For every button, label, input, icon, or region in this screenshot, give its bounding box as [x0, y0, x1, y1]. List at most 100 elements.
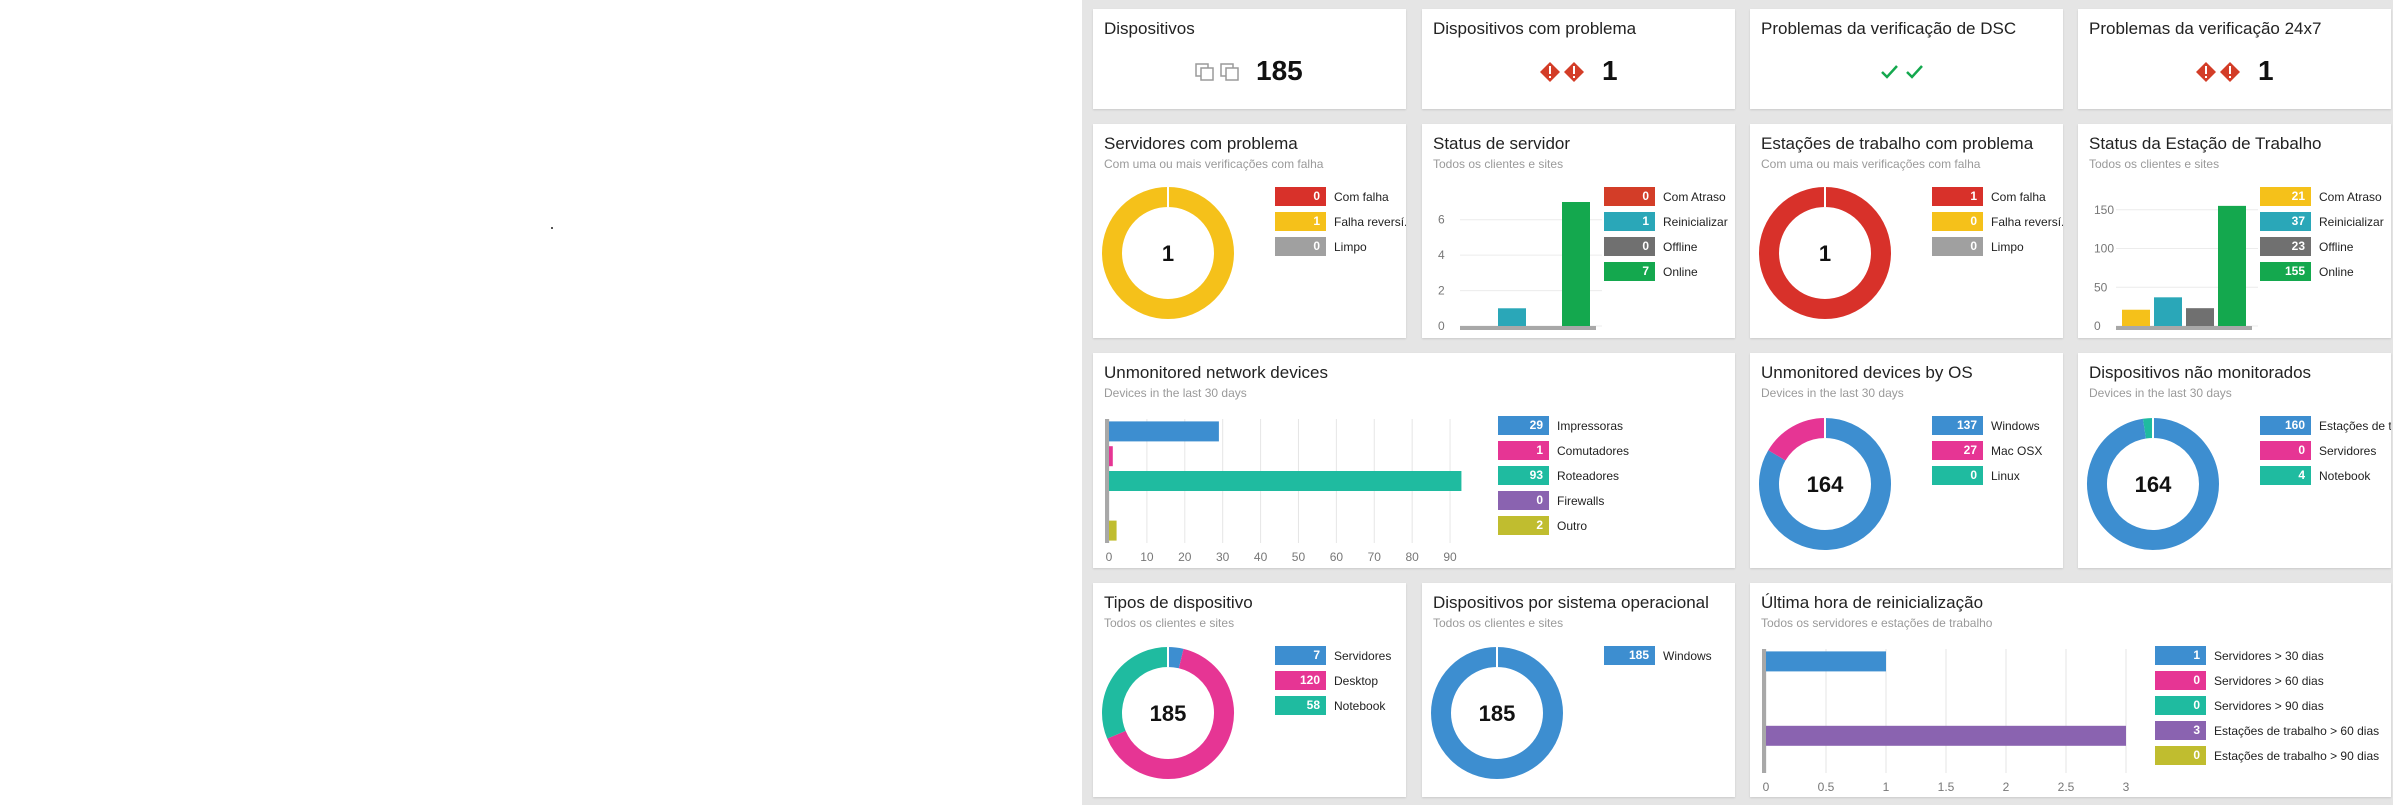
legend-item[interactable]: 0 Servidores > 90 dias — [2155, 693, 2379, 718]
card-ultima-hora[interactable]: Última hora de reinicialização Todos os … — [1750, 583, 2391, 797]
x-tick-label: 30 — [1216, 550, 1230, 564]
legend-item[interactable]: 23 Offline — [2260, 234, 2384, 259]
legend-label: Online — [1663, 264, 1698, 279]
alert-icon — [2195, 61, 2241, 83]
legend-item[interactable]: 155 Online — [2260, 259, 2384, 284]
legend-item[interactable]: 1 Com falha — [1932, 184, 2063, 209]
legend-item[interactable]: 3 Estações de trabalho > 60 dias — [2155, 718, 2379, 743]
legend-item[interactable]: 4 Notebook — [2260, 463, 2391, 488]
card-tipos[interactable]: Tipos de dispositivo Todos os clientes e… — [1093, 583, 1406, 797]
y-tick-label: 150 — [2094, 203, 2114, 217]
legend-label: Offline — [2319, 239, 2354, 254]
legend-label: Notebook — [2319, 468, 2371, 483]
y-tick-label: 0 — [2094, 319, 2101, 333]
stray-dot — [551, 227, 553, 229]
x-tick-label: 0 — [1106, 550, 1113, 564]
donut-chart: 185 — [1102, 647, 1234, 779]
legend-label: Windows — [1663, 648, 1712, 663]
legend-item[interactable]: 0 Estações de trabalho > 90 dias — [2155, 743, 2379, 768]
card-unmonitored-network[interactable]: Unmonitored network devices Devices in t… — [1093, 353, 1735, 568]
legend: 7 Servidores 120 Desktop 58 Notebook — [1275, 643, 1391, 718]
donut-slice — [2142, 418, 2154, 439]
legend-label: Notebook — [1334, 698, 1386, 713]
legend-item[interactable]: 0 Limpo — [1275, 234, 1406, 259]
legend-value: 93 — [1498, 466, 1549, 485]
legend-item[interactable]: 27 Mac OSX — [1932, 438, 2042, 463]
legend-label: Linux — [1991, 468, 2020, 483]
legend-item[interactable]: 58 Notebook — [1275, 693, 1391, 718]
legend-item[interactable]: 7 Online — [1604, 259, 1728, 284]
x-tick-label: 2 — [2003, 780, 2010, 794]
legend-value: 58 — [1275, 696, 1326, 715]
legend-item[interactable]: 0 Com Atraso — [1604, 184, 1728, 209]
card-nao-monitorados[interactable]: Dispositivos não monitorados Devices in … — [2078, 353, 2391, 568]
legend-value: 1 — [1498, 441, 1549, 460]
x-tick-label: 20 — [1178, 550, 1192, 564]
legend-item[interactable]: 7 Servidores — [1275, 643, 1391, 668]
legend-value: 0 — [2155, 696, 2206, 715]
legend-label: Firewalls — [1557, 493, 1605, 508]
legend-value: 0 — [2155, 746, 2206, 765]
card-status-servidor[interactable]: Status de servidor Todos os clientes e s… — [1422, 124, 1735, 338]
donut-slice — [1167, 647, 1184, 669]
card-subtitle: Com uma ou mais verificações com falha — [1104, 157, 1324, 171]
card-por-so[interactable]: Dispositivos por sistema operacional Tod… — [1422, 583, 1735, 797]
legend-item[interactable]: 185 Windows — [1604, 643, 1712, 668]
legend-item[interactable]: 1 Comutadores — [1498, 438, 1629, 463]
legend-item[interactable]: 29 Impressoras — [1498, 413, 1629, 438]
legend-item[interactable]: 0 Falha reversí. — [1932, 209, 2063, 234]
legend-item[interactable]: 37 Reinicializar — [2260, 209, 2384, 234]
card-dsc[interactable]: Problemas da verificação de DSC — [1750, 9, 2063, 109]
legend-item[interactable]: 0 Servidores > 60 dias — [2155, 668, 2379, 693]
legend: 1 Servidores > 30 dias 0 Servidores > 60 di… — [2155, 643, 2379, 768]
legend-value: 137 — [1932, 416, 1983, 435]
legend-item[interactable]: 0 Linux — [1932, 463, 2042, 488]
y-tick-label: 2 — [1438, 284, 1445, 298]
legend-item[interactable]: 2 Outro — [1498, 513, 1629, 538]
bar — [1766, 651, 1886, 672]
legend-item[interactable]: 93 Roteadores — [1498, 463, 1629, 488]
card-v247[interactable]: Problemas da verificação 24x7 1 — [2078, 9, 2391, 109]
card-estacoes-problema[interactable]: Estações de trabalho com problema Com um… — [1750, 124, 2063, 338]
bar — [2122, 309, 2150, 326]
legend-item[interactable]: 0 Com falha — [1275, 184, 1406, 209]
x-axis-line — [2116, 326, 2252, 330]
donut-chart: 164 — [1759, 418, 1891, 550]
legend-item[interactable]: 1 Servidores > 30 dias — [2155, 643, 2379, 668]
card-subtitle: Com uma ou mais verificações com falha — [1761, 157, 1981, 171]
legend-item[interactable]: 0 Servidores — [2260, 438, 2391, 463]
legend-item[interactable]: 1 Reinicializar — [1604, 209, 1728, 234]
legend-value: 1 — [1932, 187, 1983, 206]
legend-item[interactable]: 0 Firewalls — [1498, 488, 1629, 513]
y-tick-label: 50 — [2094, 280, 2108, 294]
legend-label: Desktop — [1334, 673, 1379, 688]
card-subtitle: Devices in the last 30 days — [1104, 386, 1247, 400]
card-servidores-problema[interactable]: Servidores com problema Com uma ou mais … — [1093, 124, 1406, 338]
y-axis-line — [1762, 649, 1766, 773]
donut-slice — [2087, 418, 2219, 550]
legend-label: Com Atraso — [2319, 189, 2382, 204]
legend-item[interactable]: 120 Desktop — [1275, 668, 1391, 693]
legend-item[interactable]: 0 Limpo — [1932, 234, 2063, 259]
card-status-estacao[interactable]: Status da Estação de Trabalho Todos os c… — [2078, 124, 2391, 338]
card-unmonitored-os[interactable]: Unmonitored devices by OS Devices in the… — [1750, 353, 2063, 568]
bar-chart: 0 0.5 1 1.5 2 2.5 3 — [1762, 649, 2130, 794]
legend-item[interactable]: 1 Falha reversí. — [1275, 209, 1406, 234]
legend-item[interactable]: 21 Com Atraso — [2260, 184, 2384, 209]
legend-label: Estações de t... — [2319, 418, 2391, 433]
legend-label: Roteadores — [1557, 468, 1620, 483]
bar — [1109, 471, 1462, 491]
card-title: Unmonitored network devices — [1104, 363, 1328, 382]
bar-chart: 0 10 20 30 40 50 60 70 80 90 — [1105, 419, 1462, 564]
legend-value: 160 — [2260, 416, 2311, 435]
card-dispositivos-problema[interactable]: Dispositivos com problema 1 — [1422, 9, 1735, 109]
card-dispositivos[interactable]: Dispositivos 185 — [1093, 9, 1406, 109]
legend-item[interactable]: 160 Estações de t... — [2260, 413, 2391, 438]
legend-item[interactable]: 137 Windows — [1932, 413, 2042, 438]
legend-value: 7 — [1604, 262, 1655, 281]
legend-value: 0 — [1604, 237, 1655, 256]
legend-value: 27 — [1932, 441, 1983, 460]
card-subtitle: Todos os clientes e sites — [1104, 616, 1235, 630]
legend-item[interactable]: 0 Offline — [1604, 234, 1728, 259]
legend: 1 Com falha 0 Falha reversí. 0 Limpo — [1932, 184, 2063, 259]
